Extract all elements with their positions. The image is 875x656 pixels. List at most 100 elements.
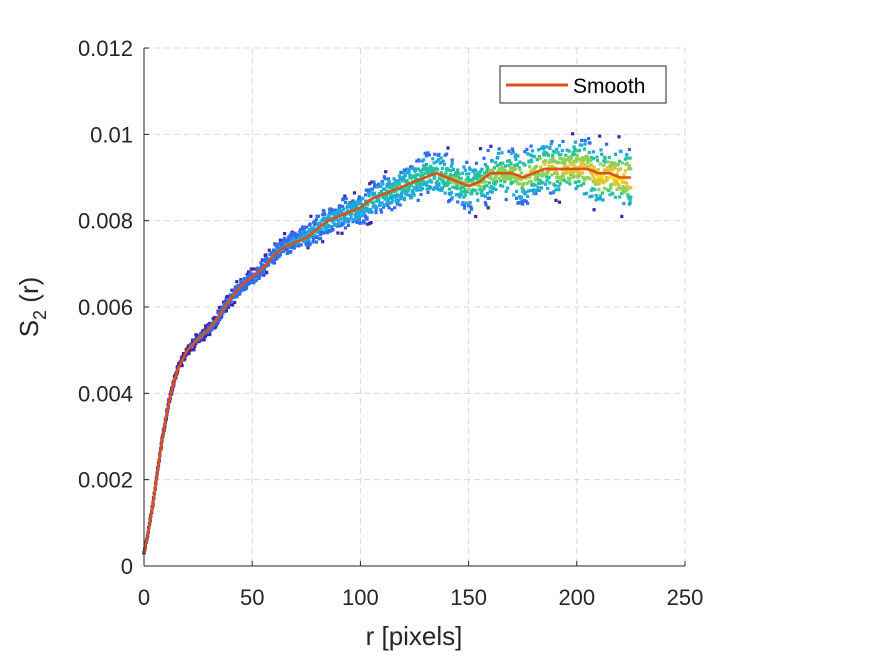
scatter-point (620, 180, 625, 184)
scatter-point (379, 208, 383, 212)
scatter-point (564, 158, 568, 162)
scatter-point (343, 200, 348, 205)
scatter-point (319, 227, 323, 231)
scatter-point (561, 139, 565, 144)
scatter-point (247, 270, 251, 274)
scatter-point (330, 225, 334, 229)
scatter-point (573, 165, 577, 169)
scatter-point (437, 183, 441, 187)
scatter-point (352, 218, 356, 222)
scatter-point (504, 189, 508, 193)
scatter-point (607, 169, 611, 173)
scatter-point (276, 254, 280, 258)
scatter-point (450, 158, 454, 162)
scatter-point (622, 173, 626, 177)
scatter-point (518, 160, 522, 164)
scatter-point (394, 195, 398, 199)
scatter-point (315, 234, 319, 238)
scatter-point (252, 267, 256, 271)
y-axis-title-tail: (r) (14, 277, 44, 310)
scatter-point (610, 191, 614, 195)
scatter-point (383, 177, 387, 181)
scatter-point (446, 179, 450, 183)
scatter-point (572, 160, 576, 164)
scatter-point (590, 167, 594, 171)
scatter-point (385, 184, 389, 189)
scatter-point (501, 161, 505, 165)
scatter-point (436, 186, 440, 190)
scatter-point (389, 182, 393, 186)
scatter-point (450, 161, 454, 165)
scatter-point (594, 182, 598, 186)
scatter-point (620, 161, 625, 165)
x-tick-label: 200 (558, 585, 595, 610)
scatter-point (352, 191, 357, 195)
scatter-point (531, 182, 535, 186)
scatter-point (598, 162, 602, 166)
scatter-point (275, 245, 279, 249)
scatter-point (339, 204, 343, 208)
scatter-point (260, 258, 264, 262)
scatter-point (229, 293, 233, 297)
scatter-point (327, 229, 331, 233)
scatter-point (450, 196, 454, 200)
scatter-point (435, 183, 439, 187)
scatter-point (542, 153, 546, 157)
scatter-point (538, 156, 542, 161)
scatter-point (435, 160, 439, 164)
scatter-point (434, 181, 438, 185)
scatter-point (589, 170, 593, 174)
scatter-point (393, 193, 397, 197)
scatter-point (598, 197, 602, 201)
scatter-point (324, 218, 328, 222)
smooth-series (142, 167, 631, 554)
scatter-point (239, 282, 243, 286)
scatter-point (594, 194, 598, 198)
scatter-point (379, 189, 384, 193)
scatter-point (543, 162, 547, 166)
scatter-point (283, 236, 287, 240)
scatter-point (547, 164, 551, 168)
scatter-point (546, 170, 550, 174)
scatter-point (501, 167, 505, 171)
scatter-point (438, 188, 442, 192)
scatter-point (263, 260, 267, 264)
scatter-point (517, 195, 521, 199)
scatter-point (365, 206, 369, 210)
scatter-point (208, 332, 212, 337)
scatter-point (548, 146, 552, 151)
scatter-point (373, 182, 377, 186)
scatter-point (440, 166, 445, 170)
scatter-point (226, 294, 231, 298)
scatter-point (301, 225, 305, 229)
scatter-point (504, 198, 508, 202)
scatter-point (335, 224, 339, 228)
scatter-point (539, 146, 544, 151)
scatter-point (474, 168, 478, 172)
scatter-point (348, 217, 352, 222)
scatter-point (616, 176, 620, 181)
scatter-point (390, 200, 394, 204)
scatter-point (486, 196, 490, 200)
scatter-point (337, 219, 341, 223)
scatter-point (414, 173, 418, 177)
scatter-point (309, 214, 313, 218)
scatter-point (436, 153, 440, 157)
scatter-point (386, 203, 390, 207)
scatter-point (391, 184, 395, 188)
scatter-point (363, 209, 367, 213)
scatter-point (478, 178, 482, 182)
scatter-point (386, 197, 390, 201)
scatter-point (321, 240, 325, 244)
scatter-point (569, 170, 573, 174)
scatter-point (463, 188, 467, 192)
scatter-point (334, 208, 338, 212)
scatter-point (303, 231, 307, 235)
scatter-point (449, 179, 453, 184)
scatter-point (256, 275, 260, 279)
scatter-point (353, 205, 357, 209)
scatter-point (483, 201, 487, 205)
x-tick-label: 50 (240, 585, 264, 610)
scatter-point (591, 173, 595, 177)
